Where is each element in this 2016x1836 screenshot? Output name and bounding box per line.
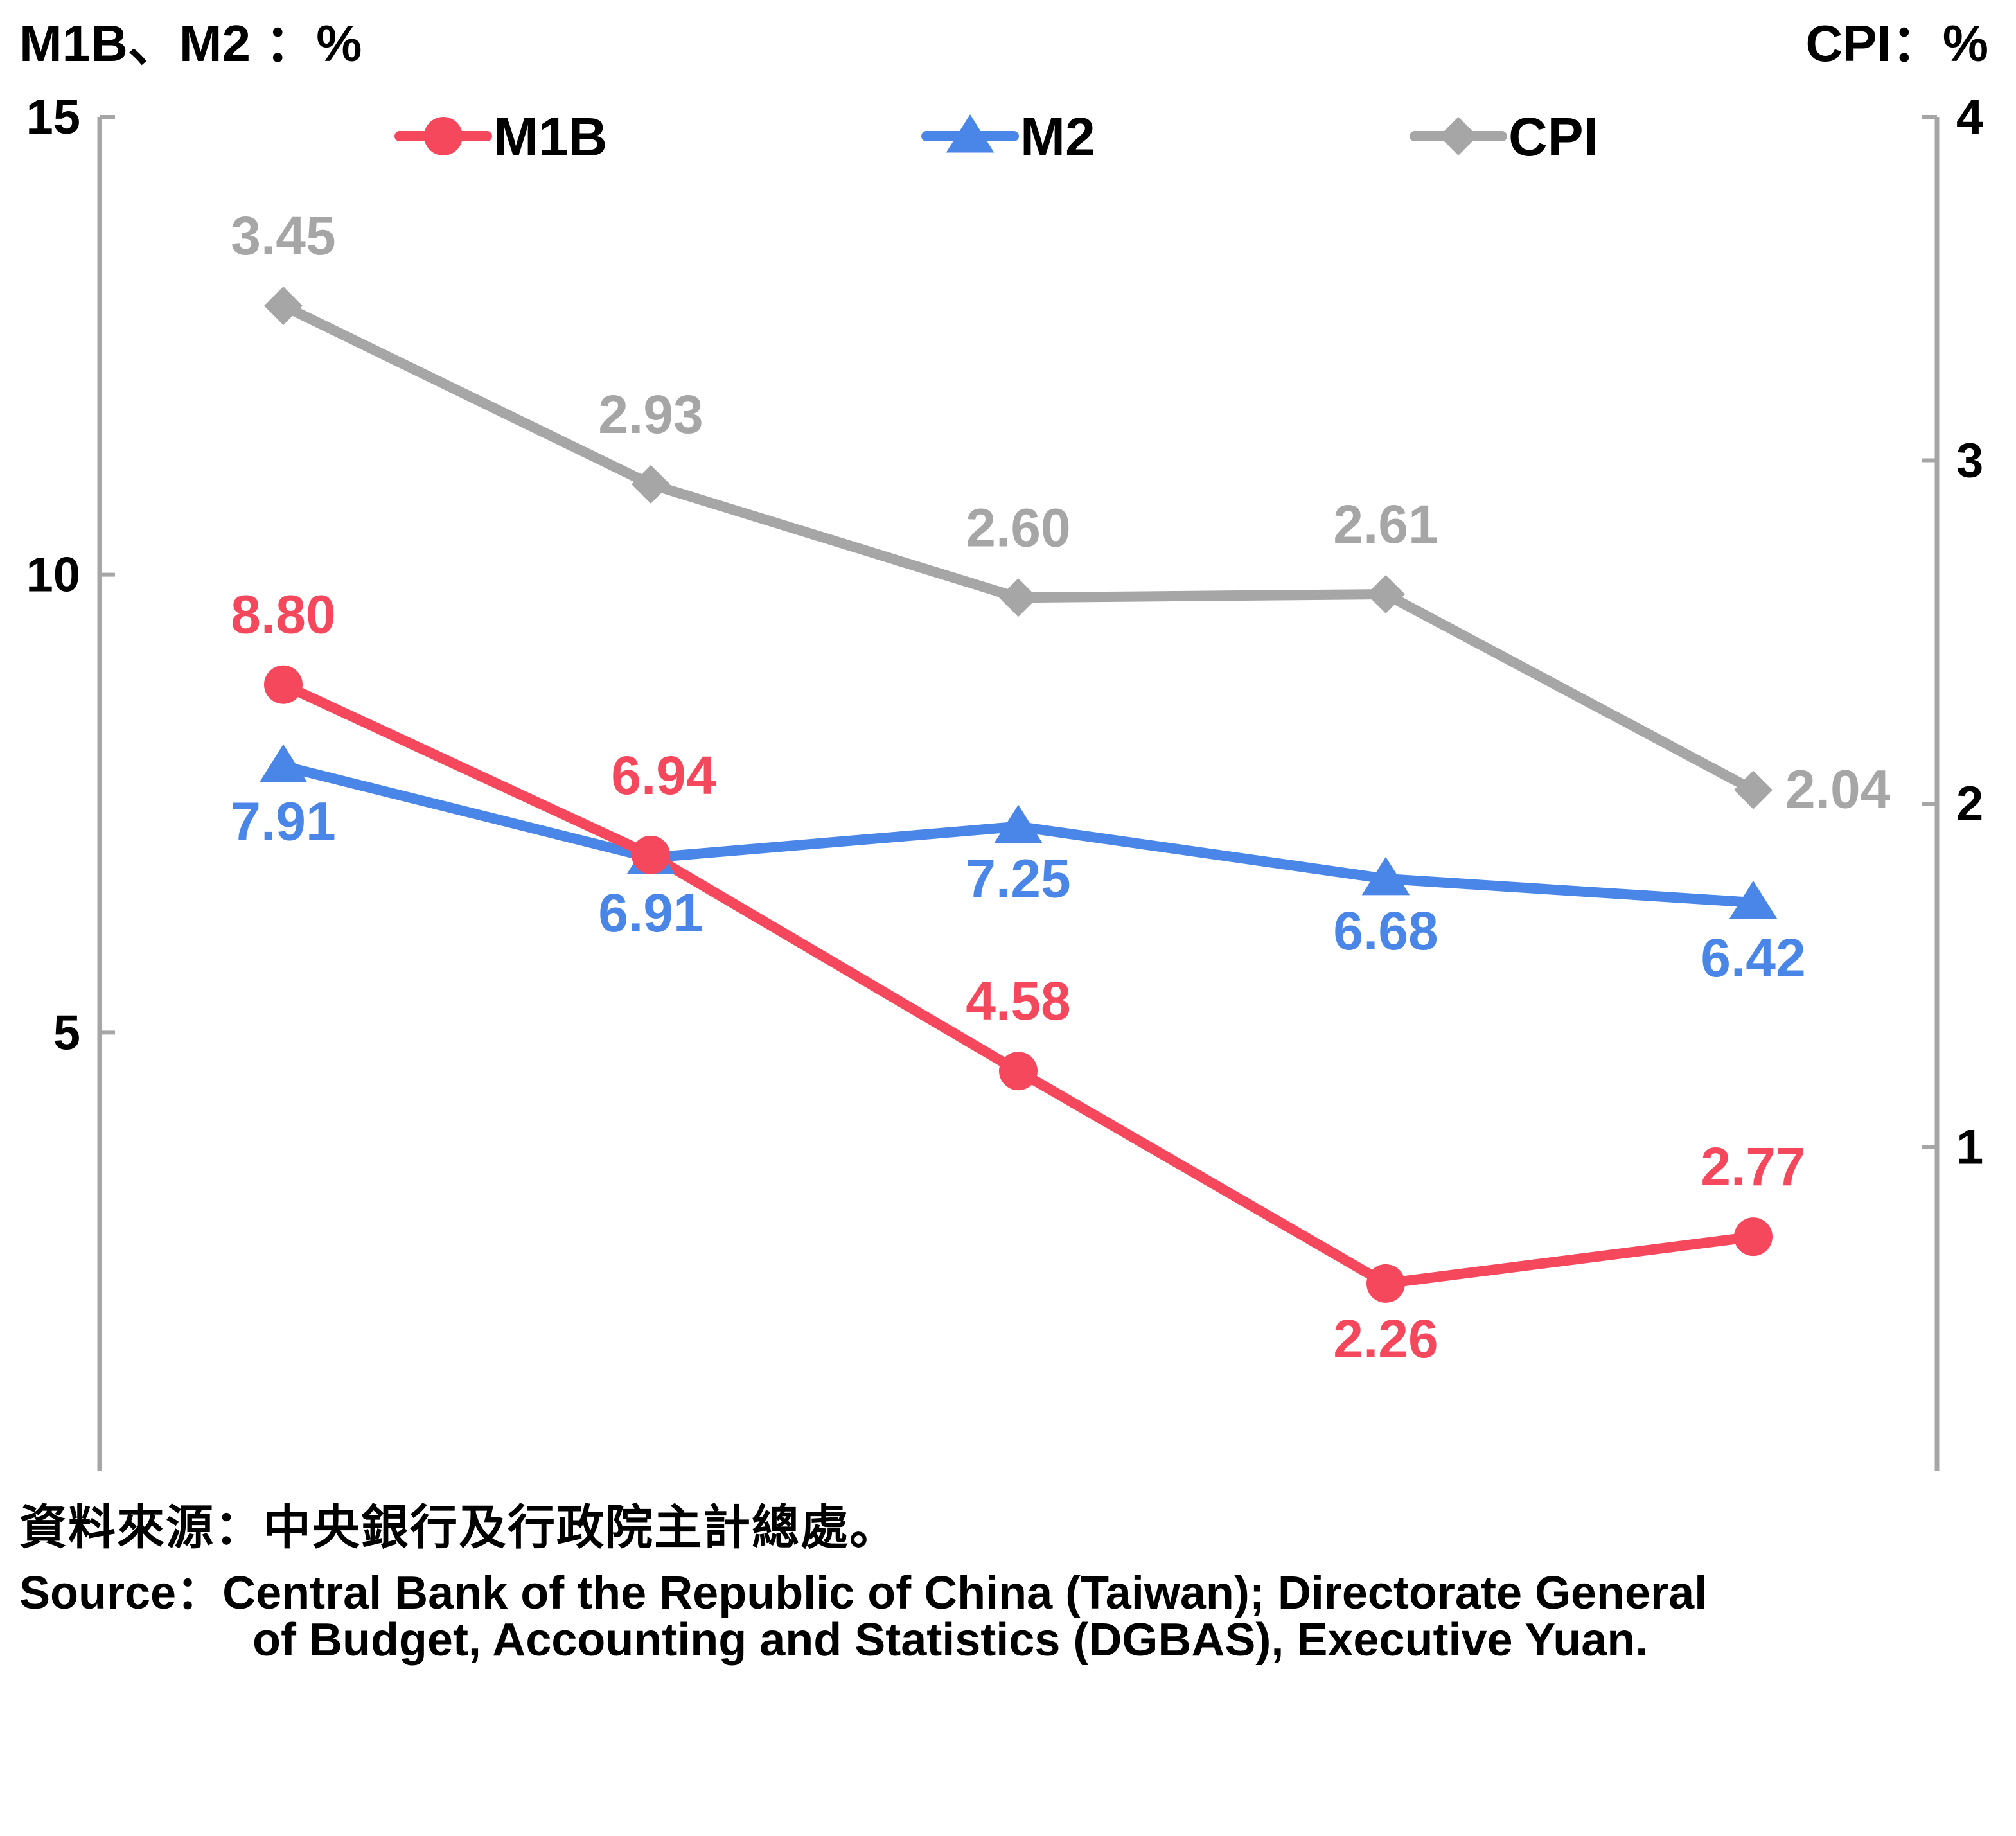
marker-cpi xyxy=(1366,574,1405,613)
data-label-m1b: 4.58 xyxy=(966,971,1071,1031)
axes: M1B、M2 ：%CPI：%05101501234Q2Q3Q42023Q1Q2 xyxy=(19,15,1988,1471)
legend-label-m2: M2 xyxy=(1020,107,1095,167)
marker-m2 xyxy=(259,744,308,783)
legend: M1B M2 CPI xyxy=(394,107,1598,167)
marker-m1b xyxy=(999,1052,1038,1091)
data-label-cpi: 2.04 xyxy=(1785,759,1891,820)
marker-cpi xyxy=(264,286,303,325)
left-tick-label: 5 xyxy=(53,1005,80,1060)
marker-m2 xyxy=(1361,856,1410,896)
data-label-cpi: 2.60 xyxy=(966,497,1071,558)
legend-marker-cpi xyxy=(1439,117,1478,155)
marker-m1b xyxy=(1366,1264,1405,1303)
data-label-m1b: 6.94 xyxy=(611,745,716,806)
data-label-cpi: 3.45 xyxy=(231,206,336,266)
marker-cpi xyxy=(1734,770,1773,809)
series-markers xyxy=(259,286,1778,1303)
right-tick-label: 0 xyxy=(1956,1463,1983,1471)
marker-m2 xyxy=(1729,880,1778,919)
right-tick-label: 4 xyxy=(1956,90,1983,145)
data-label-m1b: 8.80 xyxy=(231,585,336,645)
series-lines xyxy=(278,300,1758,1289)
right-tick-label: 2 xyxy=(1956,777,1983,831)
data-label-m1b: 2.77 xyxy=(1701,1136,1806,1197)
legend-marker-m1b xyxy=(424,117,463,155)
legend-label-m1b: M1B xyxy=(493,107,607,167)
left-axis-title: M1B、M2 ：% xyxy=(19,15,362,72)
marker-m1b xyxy=(1734,1217,1773,1257)
data-label-m2: 7.25 xyxy=(966,849,1071,909)
legend-marker-m2 xyxy=(946,114,995,153)
marker-m2 xyxy=(994,804,1043,843)
data-labels: 3.45 2.93 2.60 2.61 2.04 7.91 6.91 7.25 6.68 6.42… xyxy=(231,206,1891,1369)
left-tick-label: 10 xyxy=(26,548,80,603)
marker-m1b xyxy=(264,665,303,704)
data-label-m2: 6.68 xyxy=(1333,901,1438,961)
right-axis-title: CPI：% xyxy=(1806,15,1989,72)
data-label-m2: 6.42 xyxy=(1701,928,1806,988)
data-label-m2: 6.91 xyxy=(598,883,703,943)
data-label-m2: 7.91 xyxy=(231,791,336,852)
left-tick-label: 15 xyxy=(26,90,80,145)
marker-cpi xyxy=(999,578,1038,617)
source-note-english-line1: Source：Central Bank of the Republic of C… xyxy=(19,1567,1708,1619)
right-tick-label: 1 xyxy=(1956,1120,1983,1175)
marker-cpi xyxy=(632,464,670,504)
legend-label-cpi: CPI xyxy=(1508,107,1598,167)
source-note-english-line2: of Budget, Accounting and Statistics (DG… xyxy=(252,1614,1649,1666)
source-note-chinese: 資料來源：中央銀行及行政院主計總處。 xyxy=(19,1501,898,1554)
right-tick-label: 3 xyxy=(1956,434,1983,488)
left-tick-label: 0 xyxy=(53,1463,80,1471)
marker-m1b xyxy=(632,835,670,874)
data-label-cpi: 2.93 xyxy=(598,384,703,445)
data-label-m1b: 2.26 xyxy=(1333,1309,1438,1369)
data-label-cpi: 2.61 xyxy=(1333,494,1438,554)
line-chart: M1B、M2 ：%CPI：%05101501234Q2Q3Q42023Q1Q2 … xyxy=(19,15,1988,1471)
